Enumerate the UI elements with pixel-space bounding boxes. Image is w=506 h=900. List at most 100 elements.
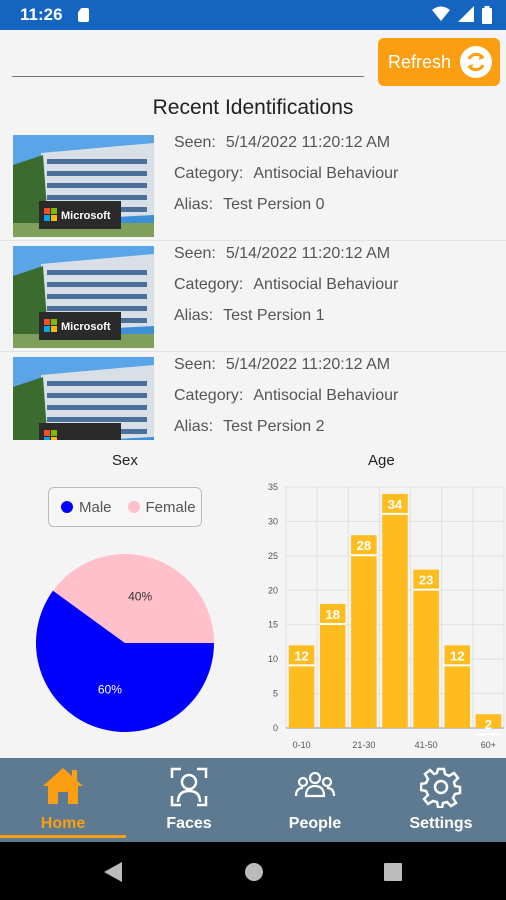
bar-value-label: 34 bbox=[388, 497, 403, 512]
bottom-navigation: Home Faces People Settings bbox=[0, 758, 506, 842]
nav-faces[interactable]: Faces bbox=[126, 758, 252, 842]
status-time: 11:26 bbox=[20, 5, 63, 24]
y-tick-label: 10 bbox=[268, 654, 278, 664]
identification-row[interactable]: Microsoft Seen: 5/14/2022 11:20:12 AM Cat… bbox=[0, 241, 506, 352]
category-field: Category: Antisocial Behaviour bbox=[174, 276, 398, 294]
pie-slice-female bbox=[52, 554, 214, 643]
alias-field: Alias: Test Persion 0 bbox=[174, 196, 325, 214]
age-bar-21-30 bbox=[351, 535, 377, 728]
refresh-icon bbox=[460, 46, 492, 78]
seen-label: Seen: bbox=[174, 134, 216, 151]
x-tick-label: 0-10 bbox=[293, 740, 311, 750]
y-tick-label: 5 bbox=[273, 689, 278, 699]
nav-home-label: Home bbox=[40, 815, 86, 832]
signal-icon bbox=[458, 6, 474, 22]
identification-row[interactable]: Microsoft Seen: 5/14/2022 11:20:12 AM Cat… bbox=[0, 130, 506, 241]
sim-card-icon bbox=[78, 8, 89, 22]
category-value: Antisocial Behaviour bbox=[253, 165, 399, 182]
bar-value-label: 23 bbox=[419, 573, 433, 588]
sex-legend: Male Female bbox=[48, 487, 202, 527]
alias-label: Alias: bbox=[174, 307, 214, 324]
category-label: Category: bbox=[174, 387, 244, 404]
category-value: Antisocial Behaviour bbox=[253, 276, 399, 293]
seen-label: Seen: bbox=[174, 356, 216, 373]
system-navigation-bar bbox=[0, 842, 506, 900]
sex-chart-title: Sex bbox=[112, 452, 138, 469]
y-tick-label: 30 bbox=[268, 516, 278, 526]
seen-field: Seen: 5/14/2022 11:20:12 AM bbox=[174, 356, 390, 374]
legend-male: Male bbox=[61, 499, 112, 516]
bar-value-label: 12 bbox=[450, 648, 464, 663]
section-title: Recent Identifications bbox=[152, 96, 354, 119]
category-label: Category: bbox=[174, 165, 244, 182]
y-tick-label: 15 bbox=[268, 620, 278, 630]
age-bar-chart: 0 5 10 15 20 25 30 35 12 0-10 18 28 21-30 34 23 41-50 12… bbox=[268, 482, 505, 750]
nav-faces-label: Faces bbox=[166, 815, 212, 832]
seen-value: 5/14/2022 11:20:12 AM bbox=[225, 245, 391, 262]
seen-field: Seen: 5/14/2022 11:20:12 AM bbox=[174, 134, 390, 152]
age-bar-0-10 bbox=[288, 645, 315, 728]
age-bar-41-50 bbox=[413, 569, 439, 728]
pie-label-male: 60% bbox=[98, 683, 122, 697]
sex-pie-chart: 60% 40% bbox=[35, 554, 214, 732]
y-tick-label: 25 bbox=[268, 551, 278, 561]
building-thumbnail: Microsoft bbox=[13, 246, 154, 348]
alias-field: Alias: Test Persion 1 bbox=[174, 307, 325, 325]
nav-people-label: People bbox=[288, 815, 342, 832]
identifications-list: Microsoft Seen: 5/14/2022 11:20:12 AM Cat… bbox=[0, 130, 506, 440]
age-bar-60+ bbox=[475, 714, 502, 728]
nav-people[interactable]: People bbox=[252, 758, 378, 842]
back-icon[interactable] bbox=[104, 862, 122, 882]
status-icons bbox=[432, 6, 492, 24]
legend-male-label: Male bbox=[79, 498, 112, 516]
seen-value: 5/14/2022 11:20:12 AM bbox=[225, 134, 391, 151]
status-bar: 11:26 bbox=[0, 0, 506, 30]
category-field: Category: Antisocial Behaviour bbox=[174, 387, 398, 405]
nav-settings-label: Settings bbox=[409, 815, 473, 832]
y-tick-label: 35 bbox=[268, 482, 278, 492]
nav-home[interactable]: Home bbox=[0, 758, 126, 842]
age-bar-11-20 bbox=[319, 604, 346, 728]
bar-value-label: 28 bbox=[357, 538, 371, 553]
legend-female-label: Female bbox=[145, 498, 196, 516]
refresh-button[interactable]: Refresh bbox=[378, 38, 500, 86]
bar-value-label: 2 bbox=[485, 717, 492, 732]
y-tick-label: 0 bbox=[273, 723, 278, 733]
category-value: Antisocial Behaviour bbox=[253, 387, 399, 404]
alias-value: Test Persion 0 bbox=[223, 196, 325, 213]
category-label: Category: bbox=[174, 276, 244, 293]
female-swatch bbox=[127, 501, 140, 513]
people-icon bbox=[294, 771, 336, 798]
age-bar-31-40 bbox=[382, 493, 408, 728]
microsoft-sign: Microsoft bbox=[61, 210, 111, 222]
gear-icon bbox=[420, 767, 462, 808]
bar-value-label: 12 bbox=[294, 648, 308, 663]
age-chart-title: Age bbox=[368, 452, 395, 469]
y-tick-label: 20 bbox=[268, 585, 278, 595]
wifi-icon bbox=[432, 6, 450, 21]
search-field-underline[interactable] bbox=[12, 76, 364, 77]
seen-label: Seen: bbox=[174, 245, 216, 262]
alias-value: Test Persion 2 bbox=[223, 418, 325, 435]
pie-label-female: 40% bbox=[128, 589, 152, 603]
age-bar-51-60 bbox=[444, 645, 471, 728]
seen-value: 5/14/2022 11:20:12 AM bbox=[225, 356, 391, 373]
alias-value: Test Persion 1 bbox=[223, 307, 325, 324]
x-tick-label: 41-50 bbox=[415, 740, 438, 750]
home-icon bbox=[43, 768, 83, 804]
category-field: Category: Antisocial Behaviour bbox=[174, 165, 398, 183]
microsoft-sign: Microsoft bbox=[61, 321, 111, 333]
alias-label: Alias: bbox=[174, 418, 214, 435]
face-scan-icon bbox=[170, 767, 208, 807]
refresh-label: Refresh bbox=[388, 51, 452, 72]
bar-value-label: 18 bbox=[325, 607, 339, 622]
building-thumbnail bbox=[13, 357, 154, 440]
home-circle-icon[interactable] bbox=[244, 862, 264, 882]
recents-icon[interactable] bbox=[384, 863, 402, 881]
seen-field: Seen: 5/14/2022 11:20:12 AM bbox=[174, 245, 390, 263]
identification-row[interactable]: Seen: 5/14/2022 11:20:12 AM Category: Anti… bbox=[0, 352, 506, 440]
male-swatch bbox=[61, 501, 73, 513]
nav-settings[interactable]: Settings bbox=[378, 758, 504, 842]
pie-slice-male bbox=[35, 590, 214, 732]
active-tab-indicator bbox=[0, 835, 126, 838]
